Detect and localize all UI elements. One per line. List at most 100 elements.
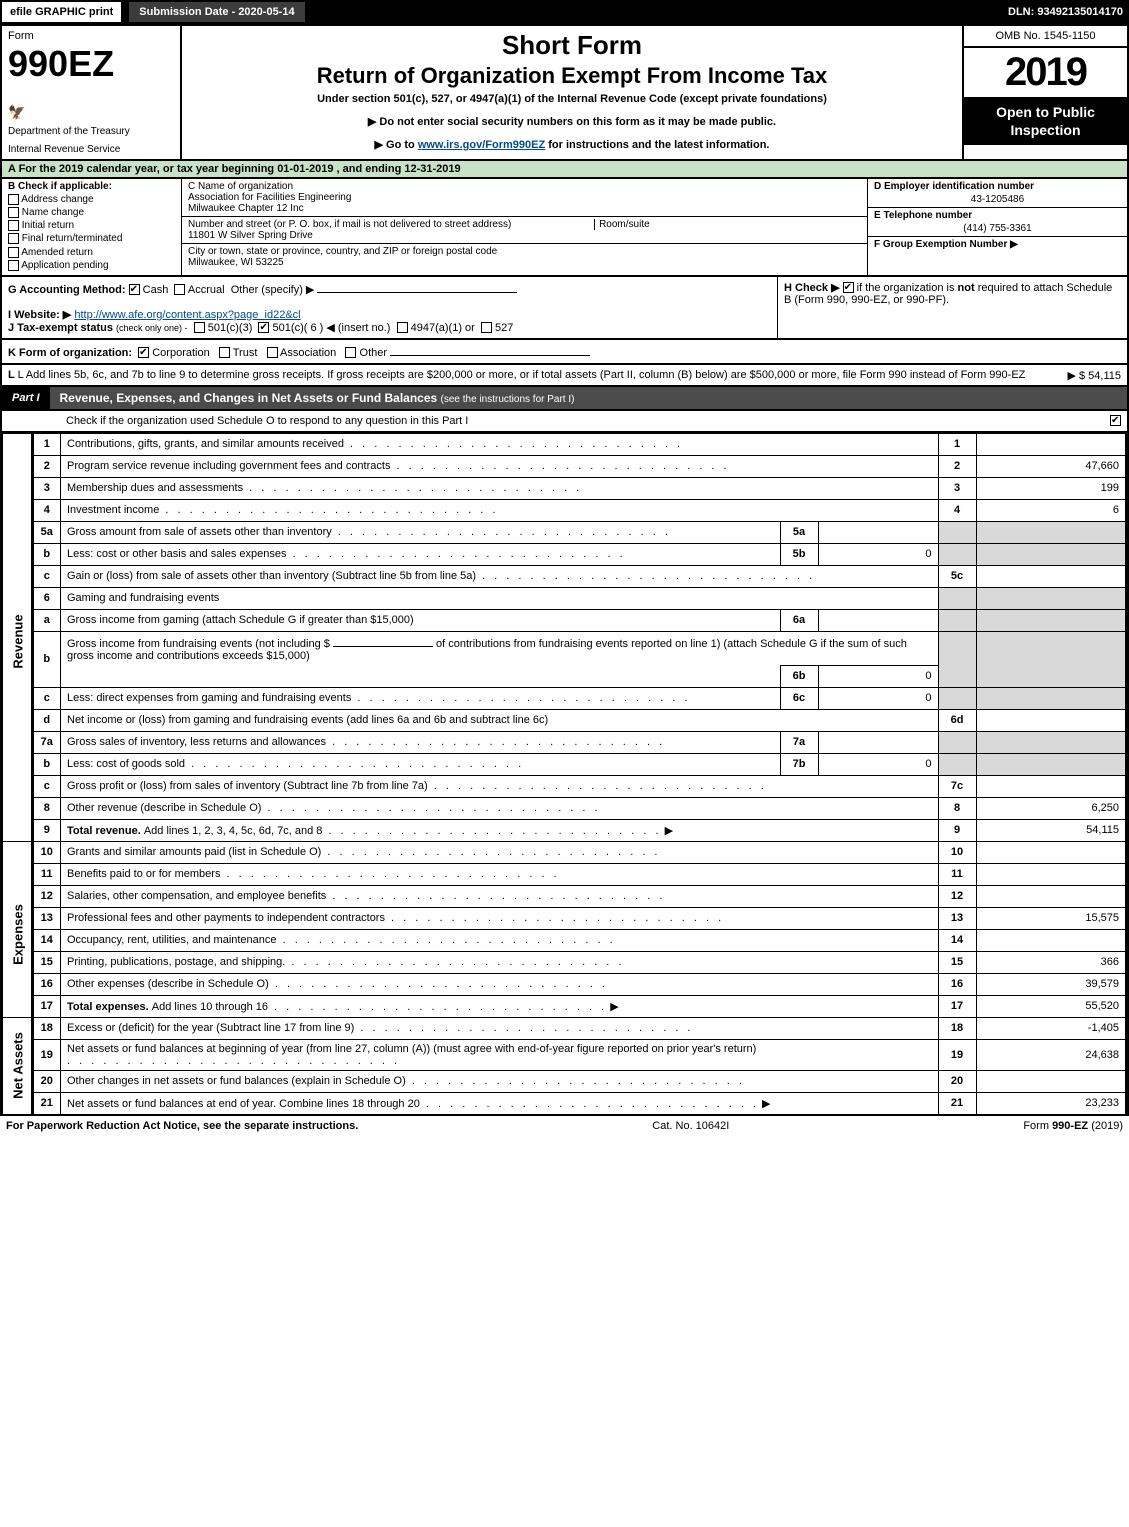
ein: 43-1205486 — [874, 194, 1121, 205]
efile-graphic-print[interactable]: efile GRAPHIC print — [0, 0, 123, 24]
street-label: Number and street (or P. O. box, if mail… — [188, 219, 511, 230]
g-label: G Accounting Method: — [8, 284, 126, 296]
h-check: H Check ▶ if the organization is not req… — [777, 277, 1127, 338]
box-def: D Employer identification number 43-1205… — [867, 179, 1127, 275]
i-label: I Website: ▶ — [8, 309, 71, 321]
chk-4947[interactable] — [397, 322, 408, 333]
chk-cash[interactable] — [129, 284, 140, 295]
topbar-left: efile GRAPHIC print Submission Date - 20… — [0, 0, 307, 24]
form-number-990ez: 990EZ — [8, 46, 174, 82]
netassets-tab: Net Assets — [3, 1017, 33, 1114]
chk-527[interactable] — [481, 322, 492, 333]
l-amount: ▶ $ 54,115 — [1067, 369, 1121, 382]
page-footer: For Paperwork Reduction Act Notice, see … — [0, 1115, 1129, 1136]
f-group-box: F Group Exemption Number ▶ — [868, 237, 1127, 252]
gh-row: G Accounting Method: Cash Accrual Other … — [0, 277, 1129, 340]
org-block: B Check if applicable: Address change Na… — [0, 179, 1129, 277]
treasury-seal-icon: 🦅 — [8, 104, 25, 121]
street-box: Number and street (or P. O. box, if mail… — [182, 217, 867, 244]
chk-h[interactable] — [843, 282, 854, 293]
footer-catno: Cat. No. 10642I — [652, 1120, 729, 1132]
city-state-zip: Milwaukee, WI 53225 — [188, 257, 861, 268]
chk-corp[interactable] — [138, 347, 149, 358]
telephone: (414) 755-3361 — [874, 223, 1121, 234]
k-row: K Form of organization: Corporation Trus… — [0, 340, 1129, 365]
h-not: not — [958, 282, 975, 294]
chk-address-change[interactable]: Address change — [8, 194, 175, 205]
g-accounting: G Accounting Method: Cash Accrual Other … — [2, 277, 777, 338]
goto-prefix: ▶ Go to — [375, 139, 418, 151]
d-label: D Employer identification number — [874, 181, 1121, 192]
form-word: Form — [8, 30, 174, 42]
part-i-header: Part I Revenue, Expenses, and Changes in… — [0, 387, 1129, 411]
box-c: C Name of organization Association for F… — [182, 179, 1127, 275]
goto-line: ▶ Go to www.irs.gov/Form990EZ for instru… — [192, 138, 952, 151]
city-label: City or town, state or province, country… — [188, 246, 861, 257]
l-text: L Add lines 5b, 6c, and 7b to line 9 to … — [18, 369, 1026, 381]
chk-accrual[interactable] — [174, 284, 185, 295]
goto-link[interactable]: www.irs.gov/Form990EZ — [418, 139, 545, 151]
irs-label: Internal Revenue Service — [8, 144, 120, 155]
chk-501c3[interactable] — [194, 322, 205, 333]
c-label: C Name of organization — [188, 181, 861, 192]
footer-left: For Paperwork Reduction Act Notice, see … — [6, 1120, 358, 1132]
d-ein-box: D Employer identification number 43-1205… — [868, 179, 1127, 208]
row-a-tax-year: A For the 2019 calendar year, or tax yea… — [0, 161, 1129, 179]
chk-initial-return[interactable]: Initial return — [8, 220, 175, 231]
tax-year: 2019 — [964, 48, 1127, 97]
dept-treasury: Department of the Treasury — [8, 126, 158, 137]
g-other-input[interactable] — [317, 281, 517, 293]
chk-final-return[interactable]: Final return/terminated — [8, 233, 175, 244]
f-label: F Group Exemption Number ▶ — [874, 239, 1121, 250]
j-label: J Tax-exempt status — [8, 322, 113, 334]
ssn-note: ▶ Do not enter social security numbers o… — [192, 115, 952, 128]
chk-trust[interactable] — [219, 347, 230, 358]
dln: DLN: 93492135014170 — [1008, 6, 1129, 18]
chk-application-pending[interactable]: Application pending — [8, 260, 175, 271]
city-box: City or town, state or province, country… — [182, 244, 867, 270]
chk-assoc[interactable] — [267, 347, 278, 358]
header-right: OMB No. 1545-1150 2019 Open to Public In… — [962, 26, 1127, 159]
org-name-1: Association for Facilities Engineering — [188, 192, 861, 203]
org-name-2: Milwaukee Chapter 12 Inc — [188, 203, 861, 214]
k-label: K Form of organization: — [8, 347, 132, 359]
topbar: efile GRAPHIC print Submission Date - 20… — [0, 0, 1129, 24]
open-to-public: Open to Public Inspection — [964, 97, 1127, 145]
return-subtitle: Under section 501(c), 527, or 4947(a)(1)… — [192, 93, 952, 105]
box-b: B Check if applicable: Address change Na… — [2, 179, 182, 275]
h-text2: if the organization is — [857, 282, 958, 294]
expenses-tab: Expenses — [3, 841, 33, 1017]
part-i-label: Part I — [2, 388, 50, 408]
room-suite-label: Room/suite — [594, 219, 650, 230]
street-address: 11801 W Silver Spring Drive — [188, 230, 861, 241]
box-b-title: B Check if applicable: — [8, 181, 175, 192]
e-label: E Telephone number — [874, 210, 1121, 221]
form-header: Form 990EZ 🦅 Department of the Treasury … — [0, 24, 1129, 161]
org-name-box: C Name of organization Association for F… — [182, 179, 867, 217]
footer-right: Form 990-EZ (2019) — [1023, 1120, 1123, 1132]
header-left: Form 990EZ 🦅 Department of the Treasury … — [2, 26, 182, 159]
6b-amount-input[interactable] — [333, 635, 433, 647]
part-i-lines: Revenue 1 Contributions, gifts, grants, … — [0, 433, 1129, 1115]
l-row: L L Add lines 5b, 6c, and 7b to line 9 t… — [0, 365, 1129, 387]
website-link[interactable]: http://www.afe.org/content.aspx?page_id2… — [74, 309, 300, 321]
short-form-title: Short Form — [192, 30, 952, 61]
e-phone-box: E Telephone number (414) 755-3361 — [868, 208, 1127, 237]
goto-suffix: for instructions and the latest informat… — [548, 139, 769, 151]
lines-table: Revenue 1 Contributions, gifts, grants, … — [2, 433, 1127, 1115]
chk-other[interactable] — [345, 347, 356, 358]
box-c-main: C Name of organization Association for F… — [182, 179, 867, 275]
return-title: Return of Organization Exempt From Incom… — [192, 63, 952, 89]
revenue-tab: Revenue — [3, 433, 33, 841]
chk-amended-return[interactable]: Amended return — [8, 247, 175, 258]
part-i-checkbox[interactable] — [1110, 415, 1121, 427]
submission-date: Submission Date - 2020-05-14 — [127, 0, 306, 24]
header-center: Short Form Return of Organization Exempt… — [182, 26, 962, 159]
l-prefix: L — [8, 369, 18, 381]
omb-number: OMB No. 1545-1150 — [964, 26, 1127, 48]
part-i-title: Revenue, Expenses, and Changes in Net As… — [50, 387, 1127, 409]
part-i-check-line: Check if the organization used Schedule … — [0, 411, 1129, 433]
chk-501c[interactable] — [258, 322, 269, 333]
chk-name-change[interactable]: Name change — [8, 207, 175, 218]
k-other-input[interactable] — [390, 344, 590, 356]
